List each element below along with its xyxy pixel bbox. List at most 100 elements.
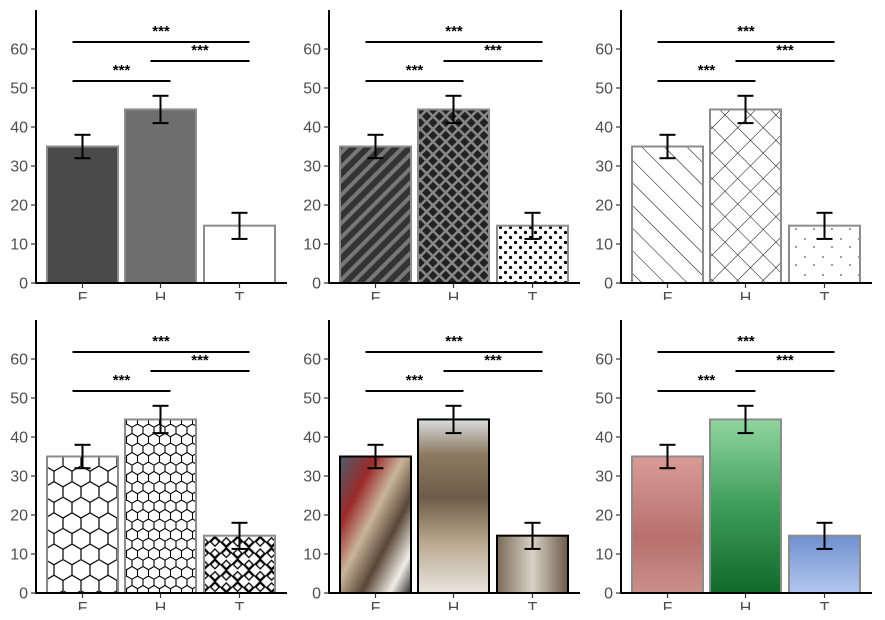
y-tick-label: 60 bbox=[303, 42, 321, 59]
x-tick-label: H bbox=[740, 600, 752, 610]
y-tick-label: 40 bbox=[10, 120, 28, 137]
y-tick-label: 20 bbox=[595, 508, 613, 525]
y-tick-label: 20 bbox=[303, 198, 321, 215]
significance-label-F-H: *** bbox=[406, 62, 424, 79]
y-tick-label: 60 bbox=[10, 42, 28, 59]
y-tick-label: 30 bbox=[595, 159, 613, 176]
y-tick-label: 10 bbox=[595, 237, 613, 254]
chart-panel-1: 0 10 20 30 40 50 60 F H T *** *** *** bbox=[0, 0, 290, 300]
error-bar-F bbox=[367, 133, 384, 160]
y-tick-label: 20 bbox=[10, 198, 28, 215]
error-bar-H bbox=[737, 404, 754, 435]
significance-label-F-T: *** bbox=[152, 23, 170, 40]
y-tick-label: 60 bbox=[595, 42, 613, 59]
y-tick-label: 60 bbox=[303, 352, 321, 369]
bar-H bbox=[709, 418, 782, 594]
error-bar-F bbox=[659, 133, 676, 160]
error-bar-F bbox=[659, 443, 676, 470]
significance-label-F-H: *** bbox=[698, 372, 716, 389]
x-tick-label: H bbox=[155, 290, 167, 300]
y-tick-label: 10 bbox=[595, 547, 613, 564]
error-bar-T bbox=[524, 521, 541, 550]
significance-label-F-T: *** bbox=[445, 333, 463, 350]
chart-svg-3: 0 10 20 30 40 50 60 F H T *** *** *** bbox=[595, 10, 872, 300]
x-tick-label: F bbox=[663, 600, 673, 610]
y-tick-label: 30 bbox=[595, 469, 613, 486]
x-tick-label: F bbox=[78, 600, 88, 610]
significance-label-F-H: *** bbox=[113, 62, 131, 79]
y-tick-label: 30 bbox=[10, 159, 28, 176]
error-bar-H bbox=[152, 94, 169, 125]
significance-label-H-T: *** bbox=[484, 352, 502, 369]
y-tick-label: 50 bbox=[10, 81, 28, 98]
error-bar-H bbox=[737, 94, 754, 125]
chart-svg-1: 0 10 20 30 40 50 60 F H T *** *** *** bbox=[10, 10, 287, 300]
y-tick-label: 40 bbox=[595, 430, 613, 447]
y-tick-label: 10 bbox=[303, 237, 321, 254]
chart-panel-4: 0 10 20 30 40 50 60 F H T *** *** *** bbox=[0, 310, 290, 610]
y-tick-label: 40 bbox=[303, 430, 321, 447]
x-tick-label: H bbox=[448, 600, 460, 610]
x-tick-label: T bbox=[528, 600, 538, 610]
bar-H bbox=[417, 418, 490, 594]
error-bar-H bbox=[152, 404, 169, 435]
y-tick-label: 20 bbox=[595, 198, 613, 215]
chart-panel-3: 0 10 20 30 40 50 60 F H T *** *** *** bbox=[585, 0, 875, 300]
error-bar-F bbox=[74, 133, 91, 160]
chart-svg-6: 0 10 20 30 40 50 60 F H T *** *** *** bbox=[595, 320, 872, 610]
error-bar-T bbox=[816, 521, 833, 550]
x-tick-label: T bbox=[235, 600, 245, 610]
y-tick-label: 0 bbox=[604, 276, 613, 293]
y-tick-label: 20 bbox=[10, 508, 28, 525]
significance-label-H-T: *** bbox=[191, 42, 209, 59]
chart-panel-2: 0 10 20 30 40 50 60 F H T *** *** *** bbox=[293, 0, 583, 300]
y-tick-label: 10 bbox=[10, 547, 28, 564]
y-tick-label: 40 bbox=[303, 120, 321, 137]
error-bar-T bbox=[524, 211, 541, 240]
x-tick-label: T bbox=[528, 290, 538, 300]
significance-label-F-H: *** bbox=[113, 372, 131, 389]
bar-F bbox=[339, 145, 412, 284]
bar-F bbox=[339, 455, 412, 594]
y-tick-label: 60 bbox=[595, 352, 613, 369]
x-tick-label: T bbox=[820, 290, 830, 300]
bar-F bbox=[631, 145, 704, 284]
significance-label-F-T: *** bbox=[737, 333, 755, 350]
significance-label-H-T: *** bbox=[191, 352, 209, 369]
x-tick-label: F bbox=[663, 290, 673, 300]
significance-label-H-T: *** bbox=[776, 352, 794, 369]
chart-svg-2: 0 10 20 30 40 50 60 F H T *** *** *** bbox=[303, 10, 580, 300]
significance-label-F-T: *** bbox=[445, 23, 463, 40]
chart-panel-6: 0 10 20 30 40 50 60 F H T *** *** *** bbox=[585, 310, 875, 610]
chart-panel-5: 0 10 20 30 40 50 60 F H T *** *** *** bbox=[293, 310, 583, 610]
error-bar-T bbox=[816, 211, 833, 240]
x-tick-label: H bbox=[448, 290, 460, 300]
y-tick-label: 50 bbox=[10, 391, 28, 408]
x-tick-label: T bbox=[820, 600, 830, 610]
y-tick-label: 50 bbox=[595, 81, 613, 98]
x-tick-label: T bbox=[235, 290, 245, 300]
y-tick-label: 10 bbox=[10, 237, 28, 254]
bar-T bbox=[788, 224, 861, 284]
error-bar-T bbox=[231, 211, 248, 240]
y-tick-label: 30 bbox=[303, 159, 321, 176]
error-bar-F bbox=[367, 443, 384, 470]
y-tick-label: 0 bbox=[312, 586, 321, 603]
bar-F bbox=[46, 455, 119, 594]
y-tick-label: 0 bbox=[19, 586, 28, 603]
y-tick-label: 40 bbox=[10, 430, 28, 447]
y-tick-label: 0 bbox=[312, 276, 321, 293]
significance-label-H-T: *** bbox=[484, 42, 502, 59]
bar-H bbox=[124, 418, 197, 594]
y-tick-label: 40 bbox=[595, 120, 613, 137]
y-tick-label: 0 bbox=[604, 586, 613, 603]
error-bar-T bbox=[231, 521, 248, 550]
significance-label-H-T: *** bbox=[776, 42, 794, 59]
x-tick-label: F bbox=[371, 600, 381, 610]
y-tick-label: 30 bbox=[10, 469, 28, 486]
y-tick-label: 50 bbox=[303, 391, 321, 408]
significance-label-F-T: *** bbox=[737, 23, 755, 40]
y-tick-label: 20 bbox=[303, 508, 321, 525]
significance-label-F-H: *** bbox=[406, 372, 424, 389]
